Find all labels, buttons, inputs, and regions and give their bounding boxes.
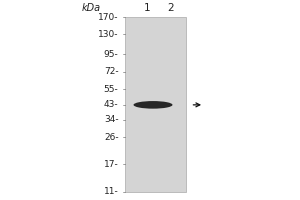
Text: 26-: 26- <box>104 133 119 142</box>
Text: 130-: 130- <box>98 30 119 39</box>
Text: 34-: 34- <box>104 115 119 124</box>
Text: 1: 1 <box>144 3 150 13</box>
Text: 11-: 11- <box>104 188 119 196</box>
Text: 43-: 43- <box>104 100 119 109</box>
Text: 55-: 55- <box>104 85 119 94</box>
Ellipse shape <box>134 101 172 109</box>
Text: 17-: 17- <box>104 160 119 169</box>
Text: 2: 2 <box>168 3 174 13</box>
Text: 72-: 72- <box>104 67 119 76</box>
Bar <box>124 17 186 192</box>
Text: kDa: kDa <box>82 3 101 13</box>
Text: 95-: 95- <box>104 50 119 59</box>
Text: 170-: 170- <box>98 12 119 21</box>
